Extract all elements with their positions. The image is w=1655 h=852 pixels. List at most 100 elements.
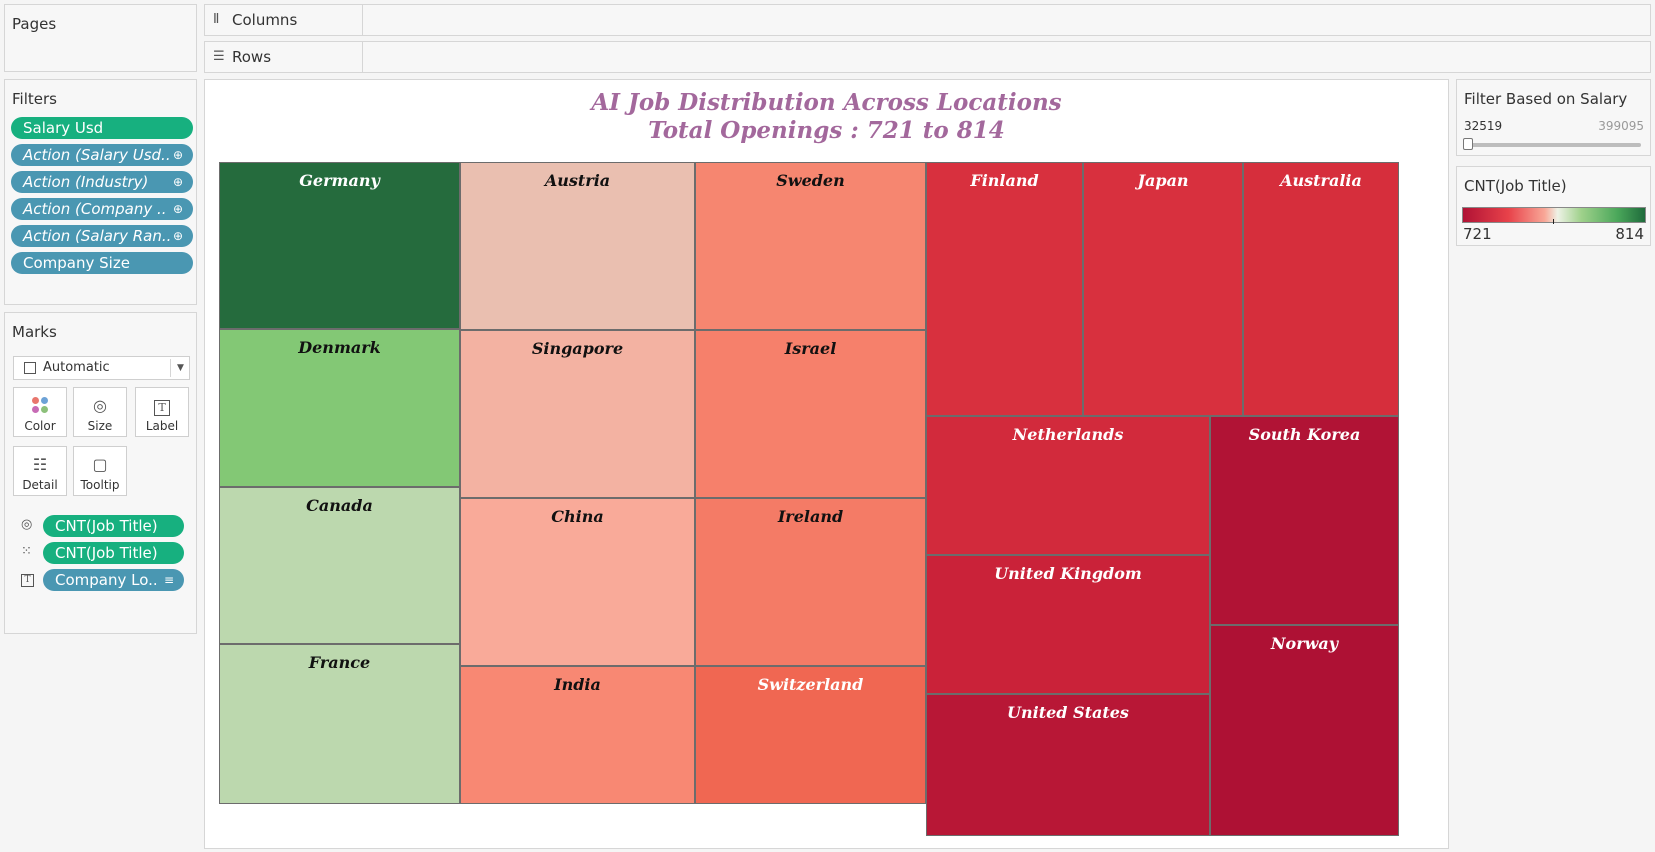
filter-pill-label: Action (Salary Usd.. xyxy=(23,146,171,164)
link-icon: ⊕ xyxy=(172,229,183,243)
mark-type-dropdown[interactable]: Automatic ▼ xyxy=(13,356,190,380)
dropdown-divider xyxy=(170,359,171,377)
treemap-cell-label: Israel xyxy=(784,339,837,358)
treemap-cell-label: Austria xyxy=(544,171,611,190)
detail-mark-button[interactable]: ☷ Detail xyxy=(13,446,67,496)
treemap-cell-israel[interactable]: Israel xyxy=(695,330,926,498)
treemap-cell-label: Singapore xyxy=(531,339,624,358)
filter-pill-label: Action (Company .. xyxy=(23,200,167,218)
mark-type-value: Automatic xyxy=(43,360,110,375)
sort-icon: ≡ xyxy=(163,573,174,587)
treemap-cell-finland[interactable]: Finland xyxy=(926,162,1083,416)
treemap-cell-label: United Kingdom xyxy=(994,564,1142,583)
label-icon: T xyxy=(136,396,188,416)
label-icon: T xyxy=(21,574,34,587)
treemap-cell-united-states[interactable]: United States xyxy=(926,694,1210,836)
columns-icon: Ⅱ xyxy=(213,12,220,27)
mark-field-pill[interactable]: CNT(Job Title) xyxy=(43,515,184,537)
size-icon: ◎ xyxy=(21,517,33,532)
detail-icon: ☷ xyxy=(32,455,48,474)
treemap-cell-south-korea[interactable]: South Korea xyxy=(1210,416,1399,625)
treemap-cell-label: China xyxy=(551,507,604,526)
columns-shelf[interactable]: Ⅱ Columns xyxy=(204,4,1651,36)
treemap-cell-label: United States xyxy=(1007,703,1129,722)
filters-title: Filters xyxy=(12,90,57,108)
treemap-cell-label: Switzerland xyxy=(757,675,864,694)
treemap-cell-label: Norway xyxy=(1270,634,1339,653)
viz-title: AI Job Distribution Across Locations xyxy=(591,89,1062,116)
treemap-cell-canada[interactable]: Canada xyxy=(219,487,460,644)
mark-field-pill[interactable]: CNT(Job Title) xyxy=(43,542,184,564)
treemap-cell-label: Canada xyxy=(306,496,373,515)
filter-pill-label: Action (Salary Ran.. xyxy=(23,227,172,245)
marks-card: Marks Automatic ▼ Color ◎ Size T Label ☷ Detai… xyxy=(4,312,197,634)
mark-button-label: Size xyxy=(87,419,113,433)
treemap-cell-ireland[interactable]: Ireland xyxy=(695,498,926,666)
treemap-cell-china[interactable]: China xyxy=(460,498,695,666)
salary-filter-min: 32519 xyxy=(1464,119,1503,133)
treemap-cell-austria[interactable]: Austria xyxy=(460,162,695,330)
filters-card: Filters Salary Usd Action (Salary Usd.. ⊕ A… xyxy=(4,79,197,305)
treemap-cell-label: Australia xyxy=(1280,171,1362,190)
treemap-cell-united-kingdom[interactable]: United Kingdom xyxy=(926,555,1210,694)
color-legend-marker xyxy=(1553,219,1554,224)
viz-subtitle: Total Openings : 721 to 814 xyxy=(648,117,1005,144)
tooltip-mark-button[interactable]: ▢ Tooltip xyxy=(73,446,127,496)
viz-canvas: AI Job Distribution Across Locations Tot… xyxy=(204,79,1449,849)
treemap-cell-india[interactable]: India xyxy=(460,666,695,804)
treemap-cell-label: South Korea xyxy=(1248,425,1361,444)
mark-field-pill[interactable]: Company Lo.. ≡ xyxy=(43,569,184,591)
label-mark-button[interactable]: T Label xyxy=(135,387,189,437)
link-icon: ⊕ xyxy=(172,202,183,216)
treemap-cell-france[interactable]: France xyxy=(219,644,460,804)
treemap-cell-switzerland[interactable]: Switzerland xyxy=(695,666,926,804)
filter-pill[interactable]: Action (Industry) ⊕ xyxy=(11,171,193,193)
rows-shelf[interactable]: ☰ Rows xyxy=(204,41,1651,73)
filter-pill[interactable]: Action (Salary Ran.. ⊕ xyxy=(11,225,193,247)
treemap-cell-norway[interactable]: Norway xyxy=(1210,625,1399,836)
treemap-cell-label: Finland xyxy=(970,171,1039,190)
salary-slider-track[interactable] xyxy=(1467,143,1641,147)
rows-shelf-label: ☰ Rows xyxy=(205,42,363,72)
size-icon: ◎ xyxy=(93,396,107,415)
treemap-cell-singapore[interactable]: Singapore xyxy=(460,330,695,498)
pages-title: Pages xyxy=(12,15,57,33)
color-icon: ⁙ xyxy=(21,544,32,559)
treemap-cell-sweden[interactable]: Sweden xyxy=(695,162,926,330)
treemap-cell-japan[interactable]: Japan xyxy=(1083,162,1243,416)
filter-pill-label: Company Size xyxy=(23,254,130,272)
color-legend-title: CNT(Job Title) xyxy=(1464,177,1567,195)
salary-filter-title: Filter Based on Salary xyxy=(1464,90,1628,108)
filter-pill-label: Action (Industry) xyxy=(23,173,149,191)
salary-filter-card: Filter Based on Salary 32519 399095 xyxy=(1456,79,1651,156)
treemap-cell-label: Sweden xyxy=(776,171,845,190)
filter-pill[interactable]: Action (Salary Usd.. ⊕ xyxy=(11,144,193,166)
treemap-cell-denmark[interactable]: Denmark xyxy=(219,329,460,487)
link-icon: ⊕ xyxy=(172,148,183,162)
treemap-cell-australia[interactable]: Australia xyxy=(1243,162,1399,416)
treemap-cell-germany[interactable]: Germany xyxy=(219,162,460,329)
color-legend-card: CNT(Job Title) 721 814 xyxy=(1456,166,1651,246)
treemap-cell-label: Ireland xyxy=(777,507,844,526)
rows-icon: ☰ xyxy=(213,49,225,64)
mark-button-label: Tooltip xyxy=(80,478,120,492)
filter-pill[interactable]: Action (Company .. ⊕ xyxy=(11,198,193,220)
mark-button-label: Detail xyxy=(22,478,58,492)
treemap-cell-label: Germany xyxy=(299,171,380,190)
treemap-cell-netherlands[interactable]: Netherlands xyxy=(926,416,1210,555)
mark-type-square-icon xyxy=(24,362,36,374)
color-legend-max: 814 xyxy=(1615,225,1644,243)
size-mark-button[interactable]: ◎ Size xyxy=(73,387,127,437)
filter-pill-label: Salary Usd xyxy=(23,119,104,137)
marks-title: Marks xyxy=(12,323,57,341)
color-legend-min: 721 xyxy=(1463,225,1492,243)
mark-field-label: Company Lo.. xyxy=(55,571,158,589)
mark-field-label: CNT(Job Title) xyxy=(55,517,158,535)
filter-pill[interactable]: Company Size xyxy=(11,252,193,274)
chevron-down-icon: ▼ xyxy=(177,363,184,373)
color-mark-button[interactable]: Color xyxy=(13,387,67,437)
filter-pill[interactable]: Salary Usd xyxy=(11,117,193,139)
tooltip-icon: ▢ xyxy=(92,455,108,474)
link-icon: ⊕ xyxy=(172,175,183,189)
salary-slider-handle[interactable] xyxy=(1463,138,1473,150)
